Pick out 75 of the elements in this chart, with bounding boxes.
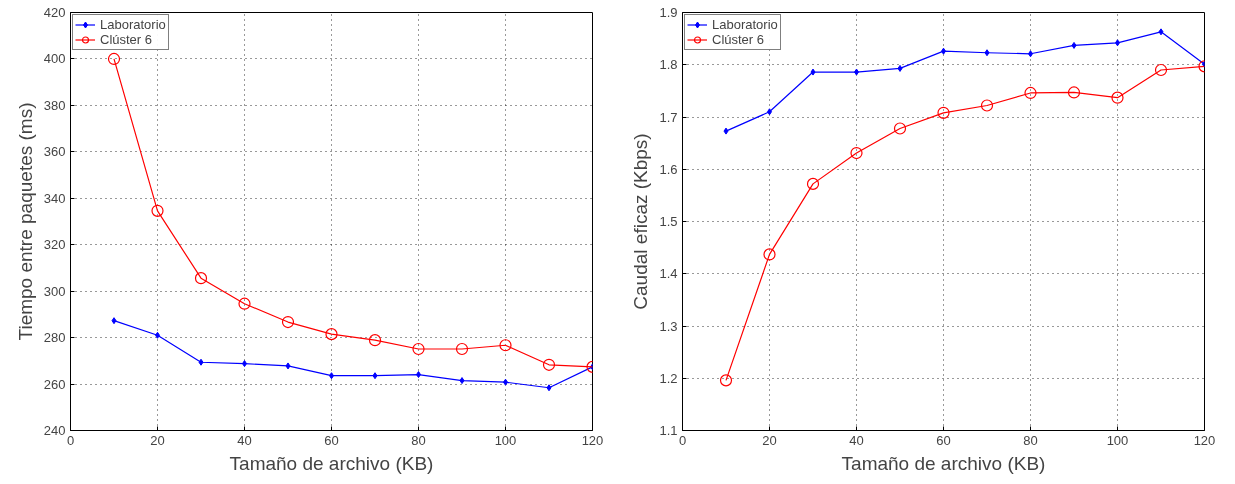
point (499, 339, 512, 352)
y-tick-label: 260 (43, 376, 66, 392)
point (198, 358, 204, 366)
point (546, 384, 552, 392)
y-tick-label: 360 (43, 144, 66, 160)
point (325, 328, 338, 341)
y-tick-label: 1.4 (659, 266, 678, 282)
y-tick-label: 420 (43, 5, 66, 20)
x-tick-label: 120 (1193, 432, 1216, 448)
point (455, 342, 469, 356)
point (285, 362, 291, 370)
x-tick-label: 60 (936, 432, 951, 448)
point (1067, 86, 1081, 99)
y-tick-label: 1.2 (659, 370, 678, 386)
point (111, 317, 117, 325)
point (459, 377, 465, 385)
y-tick-label: 1.9 (659, 5, 678, 20)
point (194, 272, 208, 285)
y-tick-label: 380 (43, 97, 66, 113)
legend-label: Laboratorio (712, 17, 778, 32)
point (980, 99, 994, 112)
y-tick-label: 300 (43, 283, 66, 299)
point (893, 122, 907, 135)
x-tick-label: 80 (411, 432, 426, 448)
y-tick-label: 340 (43, 190, 66, 206)
x-tick-label: 40 (237, 432, 252, 448)
point (1154, 63, 1168, 77)
x-tick-label: 0 (66, 432, 75, 448)
x-tick-label: 20 (762, 432, 777, 448)
y-tick-label: 1.6 (659, 161, 678, 177)
point (542, 358, 556, 371)
point (1071, 41, 1077, 49)
y-tick-label: 240 (43, 423, 66, 438)
point (763, 248, 776, 261)
point (151, 204, 164, 217)
y-axis-title: Caudal eficaz (Kbps) (630, 133, 652, 310)
point (810, 68, 816, 76)
point (368, 334, 382, 347)
x-tick-label: 20 (150, 432, 165, 448)
point (412, 342, 425, 356)
point (850, 146, 863, 160)
x-axis-title: Tamaño de archivo (KB) (841, 452, 1046, 474)
point (1111, 91, 1124, 104)
point (806, 177, 820, 190)
y-tick-label: 280 (43, 330, 66, 346)
point (281, 315, 295, 329)
x-tick-label: 100 (1106, 432, 1129, 448)
point (897, 64, 903, 72)
point (723, 127, 729, 135)
y-tick-label: 1.5 (659, 214, 678, 229)
legend-label: Clúster 6 (100, 32, 153, 47)
point (372, 372, 378, 380)
x-tick-label: 0 (678, 432, 687, 448)
point (1024, 86, 1037, 100)
x-tick-label: 60 (324, 432, 339, 448)
legend-label: Clúster 6 (712, 32, 765, 47)
point (107, 52, 121, 66)
y-axis-title: Tiempo entre paquetes (ms) (14, 102, 36, 341)
point (719, 374, 733, 387)
point (1158, 28, 1164, 36)
legend-label: Laboratorio (100, 17, 166, 32)
y-tick-label: 1.3 (659, 318, 678, 334)
x-tick-label: 80 (1023, 432, 1038, 448)
x-tick-label: 120 (581, 432, 604, 448)
point (937, 106, 950, 119)
point (238, 297, 251, 310)
y-tick-label: 1.8 (659, 57, 678, 73)
y-tick-label: 320 (43, 237, 66, 253)
x-tick-label: 100 (494, 432, 517, 448)
y-tick-label: 1.7 (659, 109, 678, 125)
y-tick-label: 400 (43, 51, 66, 67)
y-tick-label: 1.1 (659, 423, 678, 438)
x-tick-label: 40 (849, 432, 864, 448)
x-axis-title: Tamaño de archivo (KB) (229, 452, 434, 474)
point (984, 49, 990, 57)
